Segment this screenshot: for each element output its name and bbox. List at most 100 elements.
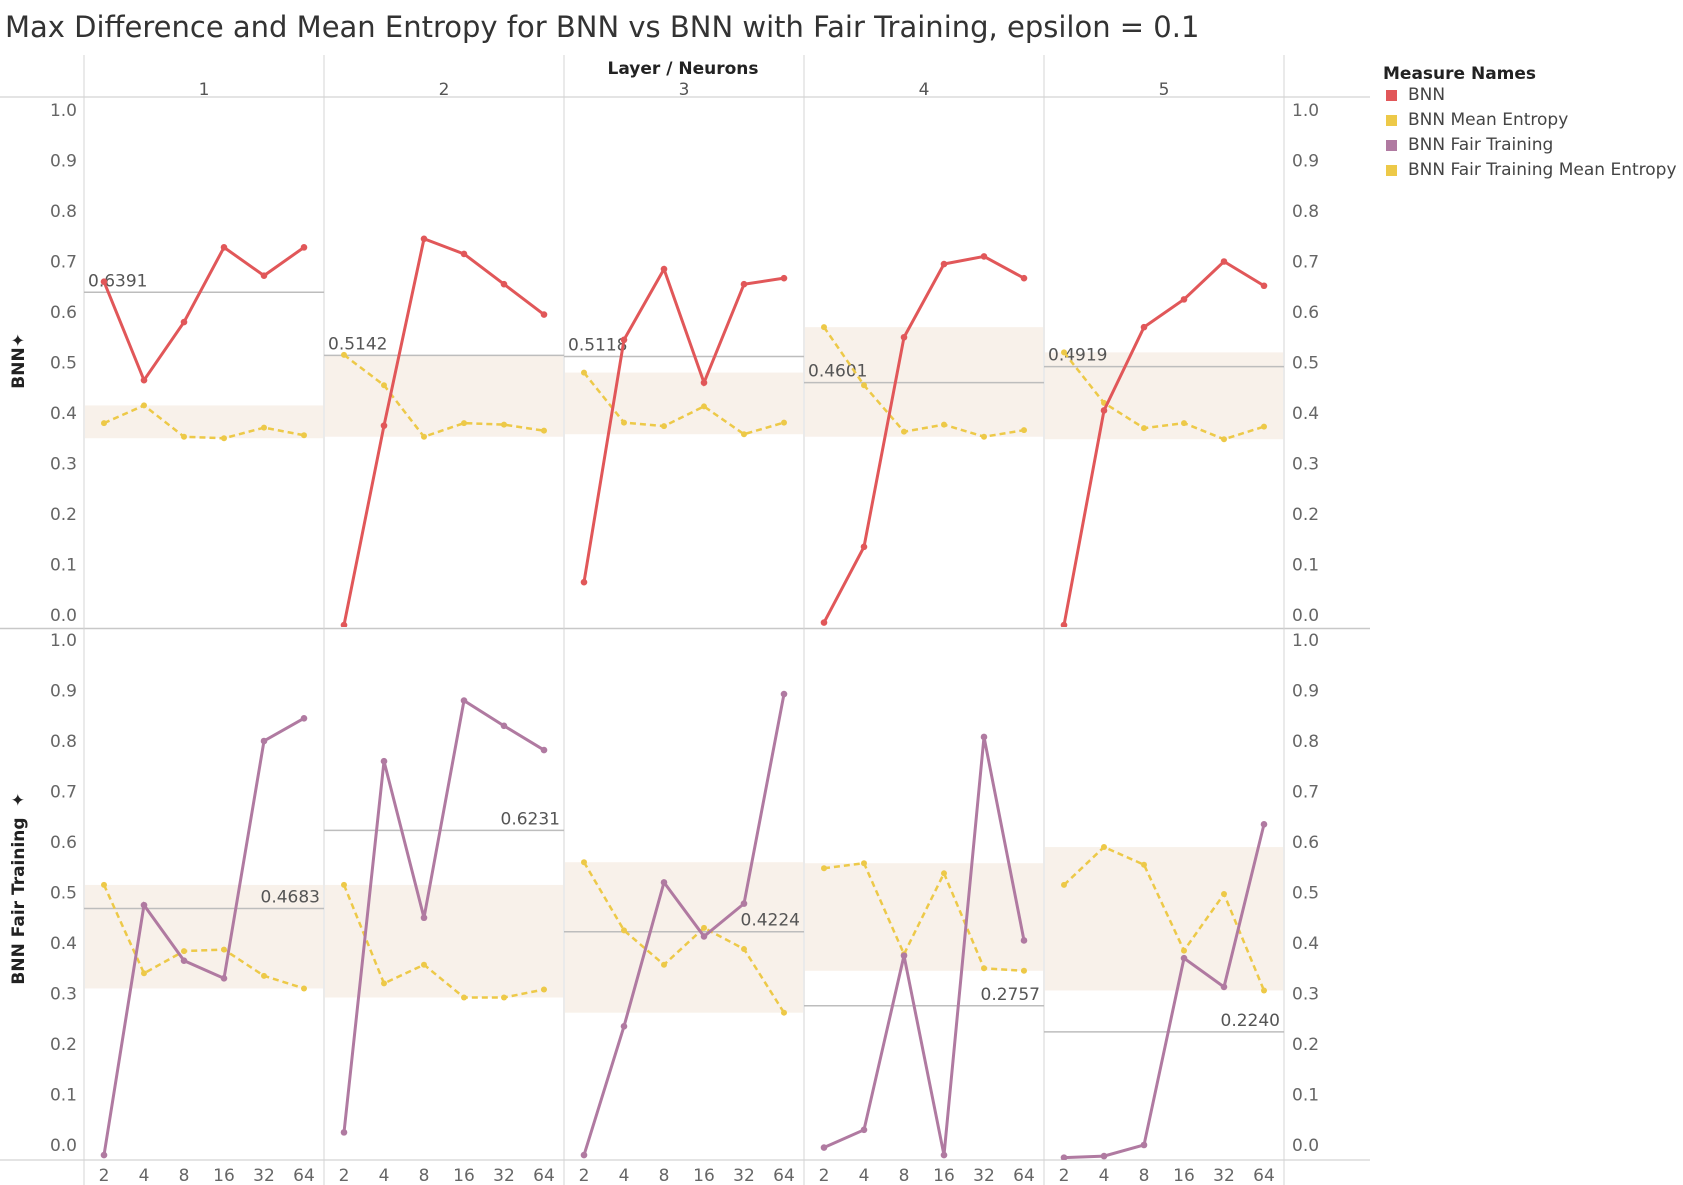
x-tick-label: 2 [339,1166,350,1185]
y-tick-label-right: 0.1 [1292,556,1319,576]
y-tick-label-right: 0.3 [1292,985,1319,1005]
y-tick-label-right: 0.0 [1292,1136,1319,1156]
column-label: 2 [439,80,450,100]
entropy-series-line [823,861,1025,973]
row-label: BNN Fair Training [9,817,29,984]
x-tick-label: 64 [293,1166,315,1185]
x-tick-label: 2 [819,1166,830,1185]
y-tick-label-left: 0.7 [50,783,77,803]
entropy-point [141,970,147,977]
entropy-series-line [102,884,305,990]
legend[interactable]: Measure Names BNN BNN Mean Entropy BNN Fai… [1383,64,1677,180]
y-tick-label-left: 0.3 [50,455,77,475]
entropy-series-line [583,371,785,436]
legend-item-label: BNN [1408,85,1445,105]
entropy-point [821,865,827,872]
y-tick-label-left: 0.4 [50,934,77,954]
max-difference-point [660,265,668,273]
entropy-point [261,424,267,431]
entropy-point [301,985,307,992]
panel-plot [340,235,548,627]
max-difference-point [620,1023,628,1030]
max-difference-point [380,422,388,429]
entropy-point [781,419,787,426]
panel-plot [580,690,788,1159]
max-difference-point [1060,1154,1068,1160]
y-tick-label-right: 0.9 [1292,682,1319,702]
y-tick-label-right: 0.9 [1292,152,1319,172]
y-tick-label-left: 0.5 [50,354,77,374]
max-difference-point [1220,258,1228,265]
max-difference-point [700,933,708,940]
entropy-point [1221,891,1227,898]
entropy-point [1261,423,1267,430]
entropy-point [941,870,947,877]
entropy-point [901,428,907,435]
entropy-series-line [582,861,786,1014]
entropy-point [1021,967,1027,974]
x-tick-label: 4 [619,1166,630,1185]
x-tick-label: 32 [493,1166,515,1185]
entropy-point [341,881,347,888]
y-tick-label-right: 0.6 [1292,303,1319,323]
x-tick-label: 32 [253,1166,275,1185]
max-difference-point [820,1144,828,1151]
row-label: BNN [9,347,29,388]
max-difference-point [340,621,348,627]
max-difference-point [180,318,188,326]
x-tick-label: 4 [859,1166,870,1185]
entropy-point [661,423,667,430]
column-header: Layer / Neurons [608,59,759,79]
entropy-point [221,435,227,442]
legend-swatch [1386,140,1397,151]
max-difference-point [340,1129,348,1136]
column-label: 3 [679,80,690,100]
max-difference-point [180,957,188,964]
panel-plot [1060,258,1268,627]
max-difference-line [342,698,545,1133]
entropy-point [1141,861,1147,868]
entropy-point [941,421,947,428]
max-difference-point [300,714,308,722]
entropy-point [501,994,507,1001]
entropy-point [861,860,867,867]
y-tick-label-left: 0.7 [50,253,77,273]
max-difference-point [1020,937,1028,944]
y-tick-label-right: 0.2 [1292,1035,1319,1055]
x-tick-label: 8 [659,1166,670,1185]
entropy-point [381,382,387,389]
entropy-point [541,427,547,434]
x-tick-label: 16 [933,1166,955,1185]
x-tick-label: 64 [773,1166,795,1185]
panel-plot [100,714,308,1159]
x-tick-label: 8 [419,1166,430,1185]
max-difference-point [1260,821,1268,828]
max-difference-point [380,757,388,765]
x-tick-label: 8 [899,1166,910,1185]
y-tick-label-right: 0.8 [1292,732,1319,752]
entropy-point [141,402,147,409]
max-difference-point [260,272,268,279]
entropy-point [981,433,987,440]
max-difference-point [940,1151,948,1159]
y-tick-label-right: 0.2 [1292,505,1319,525]
y-tick-label-right: 0.4 [1292,934,1319,954]
max-difference-point [980,253,988,260]
panel-plot [580,265,788,586]
x-tick-label: 2 [579,1166,590,1185]
max-difference-point [220,244,228,251]
entropy-series-line [1063,845,1266,991]
y-tick-label-right: 1.0 [1292,631,1319,651]
entropy-point [981,965,987,972]
entropy-point [581,859,587,866]
x-tick-label: 16 [1173,1166,1195,1185]
max-difference-line [102,716,305,1156]
average-label: 0.6231 [501,809,560,829]
column-label: 5 [1159,80,1170,100]
entropy-point [1101,844,1107,851]
max-difference-line [582,265,785,583]
max-difference-point [1020,274,1028,282]
max-difference-point [140,376,148,384]
y-tick-label-left: 0.5 [50,884,77,904]
